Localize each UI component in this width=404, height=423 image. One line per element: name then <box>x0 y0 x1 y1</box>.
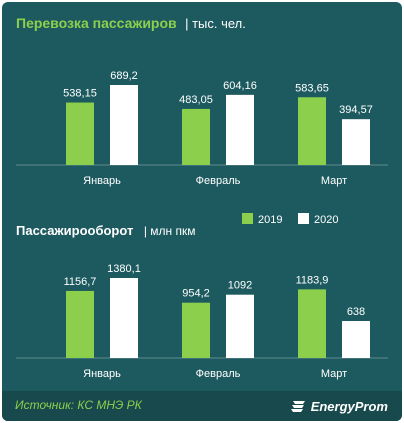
chart1-title: Перевозка пассажиров <box>16 15 177 31</box>
chart1-value-label: 689,2 <box>110 70 138 82</box>
svg-text:Перевозка пассажиров |: Перевозка пассажиров | тыс. чел. <box>16 15 246 32</box>
legend-swatch-2020 <box>298 213 309 224</box>
chart2-value-label: 1156,7 <box>64 276 97 288</box>
chart2-category-label: Февраль <box>196 368 241 380</box>
chart1-bar-2020 <box>110 85 138 165</box>
chart2-value-label: 1183,9 <box>296 274 329 286</box>
chart2-value-label: 954,2 <box>182 288 210 300</box>
legend-label-2019: 2019 <box>258 214 282 226</box>
brand-logo: EnergyProm <box>290 397 388 415</box>
chart2-category-label: Март <box>321 368 347 380</box>
chart2-bar-2020 <box>110 278 138 358</box>
footer: Источник: КС МНЭ РК EnergyProm <box>2 391 402 421</box>
chart2-value-label: 1380,1 <box>107 263 141 275</box>
energyprom-logo-icon <box>290 401 305 412</box>
chart-passenger-transport: Перевозка пассажиров | тыс. чел. 538,15 4… <box>16 15 388 187</box>
chart1-category-label: Январь <box>83 175 121 187</box>
chart2-bar-2019 <box>298 289 326 358</box>
legend-swatch-2019 <box>242 213 253 224</box>
chart2-unit: | млн пкм <box>144 224 196 238</box>
chart1-bar-2020 <box>342 119 370 165</box>
chart2-bar-2020 <box>342 321 370 358</box>
chart1-category-label: Март <box>321 175 347 187</box>
legend: 2019 2020 <box>242 213 338 226</box>
legend-label-2020: 2020 <box>314 214 338 226</box>
chart1-bars: 538,15 483,05 583,65 689,2 604,16 394,57 <box>63 70 373 165</box>
chart2-title: Пассажирооборот <box>16 223 133 238</box>
chart1-bar-2020 <box>226 94 254 165</box>
chart1-value-label: 394,57 <box>339 104 373 116</box>
chart1-unit: | тыс. чел. <box>185 16 246 31</box>
svg-text:Пассажирооборот | млн: Пассажирооборот | млн пкм <box>16 222 195 239</box>
chart1-bar-2019 <box>182 108 210 165</box>
charts-canvas: Перевозка пассажиров | тыс. чел. 538,15 4… <box>16 15 388 380</box>
chart2-bars: 1156,7 954,2 1183,9 1380,1 1092 638 <box>64 263 370 358</box>
chart1-value-label: 483,05 <box>179 94 213 106</box>
chart2-value-label: 1092 <box>228 280 252 292</box>
source-text: Источник: КС МНЭ РК <box>15 398 142 412</box>
chart2-bar-2019 <box>66 290 94 358</box>
chart2-category-label: Январь <box>83 368 121 380</box>
chart1-value-label: 583,65 <box>295 82 329 94</box>
chart1-bar-2019 <box>298 97 326 165</box>
chart-passenger-turnover: Пассажирооборот | млн пкм 1156,7 954,2 118… <box>16 222 388 380</box>
chart2-bar-2020 <box>226 294 254 358</box>
chart1-category-label: Февраль <box>196 175 241 187</box>
brand-name: EnergyProm <box>310 398 388 414</box>
chart2-value-label: 638 <box>347 306 365 318</box>
chart1-value-label: 604,16 <box>223 80 257 92</box>
chart1-bar-2019 <box>66 102 94 165</box>
chart2-bar-2019 <box>182 302 210 358</box>
chart1-value-label: 538,15 <box>63 88 97 100</box>
